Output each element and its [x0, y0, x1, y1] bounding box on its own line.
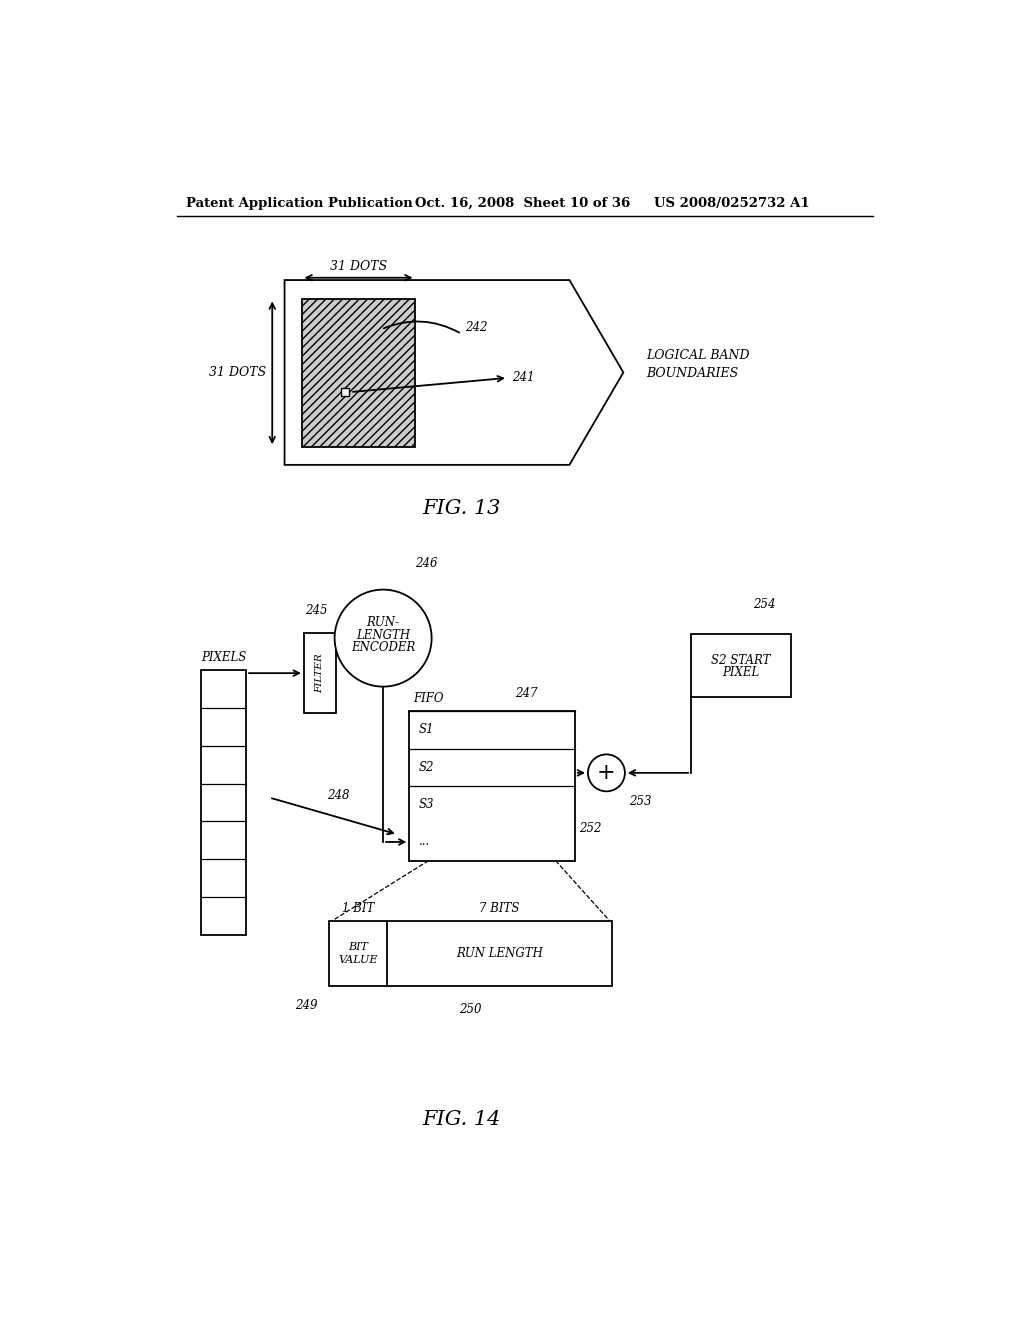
Text: Oct. 16, 2008  Sheet 10 of 36: Oct. 16, 2008 Sheet 10 of 36: [416, 197, 631, 210]
Text: 7 BITS: 7 BITS: [479, 902, 519, 915]
Circle shape: [335, 590, 432, 686]
Text: 241: 241: [512, 371, 535, 384]
Text: +: +: [597, 762, 615, 784]
Text: RUN LENGTH: RUN LENGTH: [456, 946, 543, 960]
Text: 246: 246: [416, 557, 438, 570]
Bar: [341, 388, 348, 396]
Text: FIG. 14: FIG. 14: [423, 1110, 501, 1129]
Text: LENGTH: LENGTH: [356, 628, 411, 642]
Text: PIXEL: PIXEL: [723, 667, 760, 680]
Text: 254: 254: [753, 598, 775, 611]
Text: 245: 245: [305, 603, 328, 616]
Text: 253: 253: [629, 795, 651, 808]
Text: 247: 247: [515, 686, 538, 700]
Text: ...: ...: [419, 836, 430, 849]
Bar: [410, 711, 574, 861]
Text: 1 BIT: 1 BIT: [342, 902, 375, 915]
Text: FILTER: FILTER: [315, 653, 325, 693]
Text: FIG. 13: FIG. 13: [423, 499, 501, 519]
Text: US 2008/0252732 A1: US 2008/0252732 A1: [654, 197, 810, 210]
Text: 248: 248: [327, 789, 349, 803]
Text: S2: S2: [419, 760, 434, 774]
Text: LOGICAL BAND
BOUNDARIES: LOGICAL BAND BOUNDARIES: [646, 350, 750, 380]
Text: S2 START: S2 START: [712, 653, 771, 667]
Text: RUN-: RUN-: [367, 616, 399, 630]
Text: 249: 249: [295, 999, 317, 1012]
Text: S1: S1: [419, 723, 434, 737]
Text: 250: 250: [460, 1003, 481, 1016]
Bar: [330, 921, 611, 986]
Text: Patent Application Publication: Patent Application Publication: [186, 197, 413, 210]
Text: BIT
VALUE: BIT VALUE: [338, 942, 378, 965]
Text: 252: 252: [579, 822, 601, 834]
Text: 31 DOTS: 31 DOTS: [209, 367, 266, 379]
Text: 31 DOTS: 31 DOTS: [330, 260, 387, 273]
Circle shape: [588, 755, 625, 792]
Text: ENCODER: ENCODER: [351, 640, 416, 653]
Bar: [301, 298, 416, 447]
Text: PIXELS: PIXELS: [201, 651, 247, 664]
Bar: [304, 634, 336, 713]
Text: FIFO: FIFO: [413, 692, 443, 705]
Text: S3: S3: [419, 799, 434, 810]
Bar: [202, 671, 246, 935]
Bar: [691, 635, 792, 697]
Text: 242: 242: [466, 321, 488, 334]
